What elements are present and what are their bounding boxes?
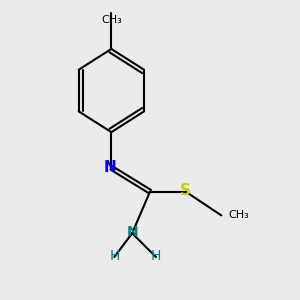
Text: S: S xyxy=(180,183,191,198)
Text: N: N xyxy=(126,225,138,239)
Text: CH₃: CH₃ xyxy=(101,15,122,25)
Text: H: H xyxy=(151,248,161,262)
Text: N: N xyxy=(103,160,116,175)
Text: H: H xyxy=(109,248,119,262)
Text: CH₃: CH₃ xyxy=(229,210,250,220)
